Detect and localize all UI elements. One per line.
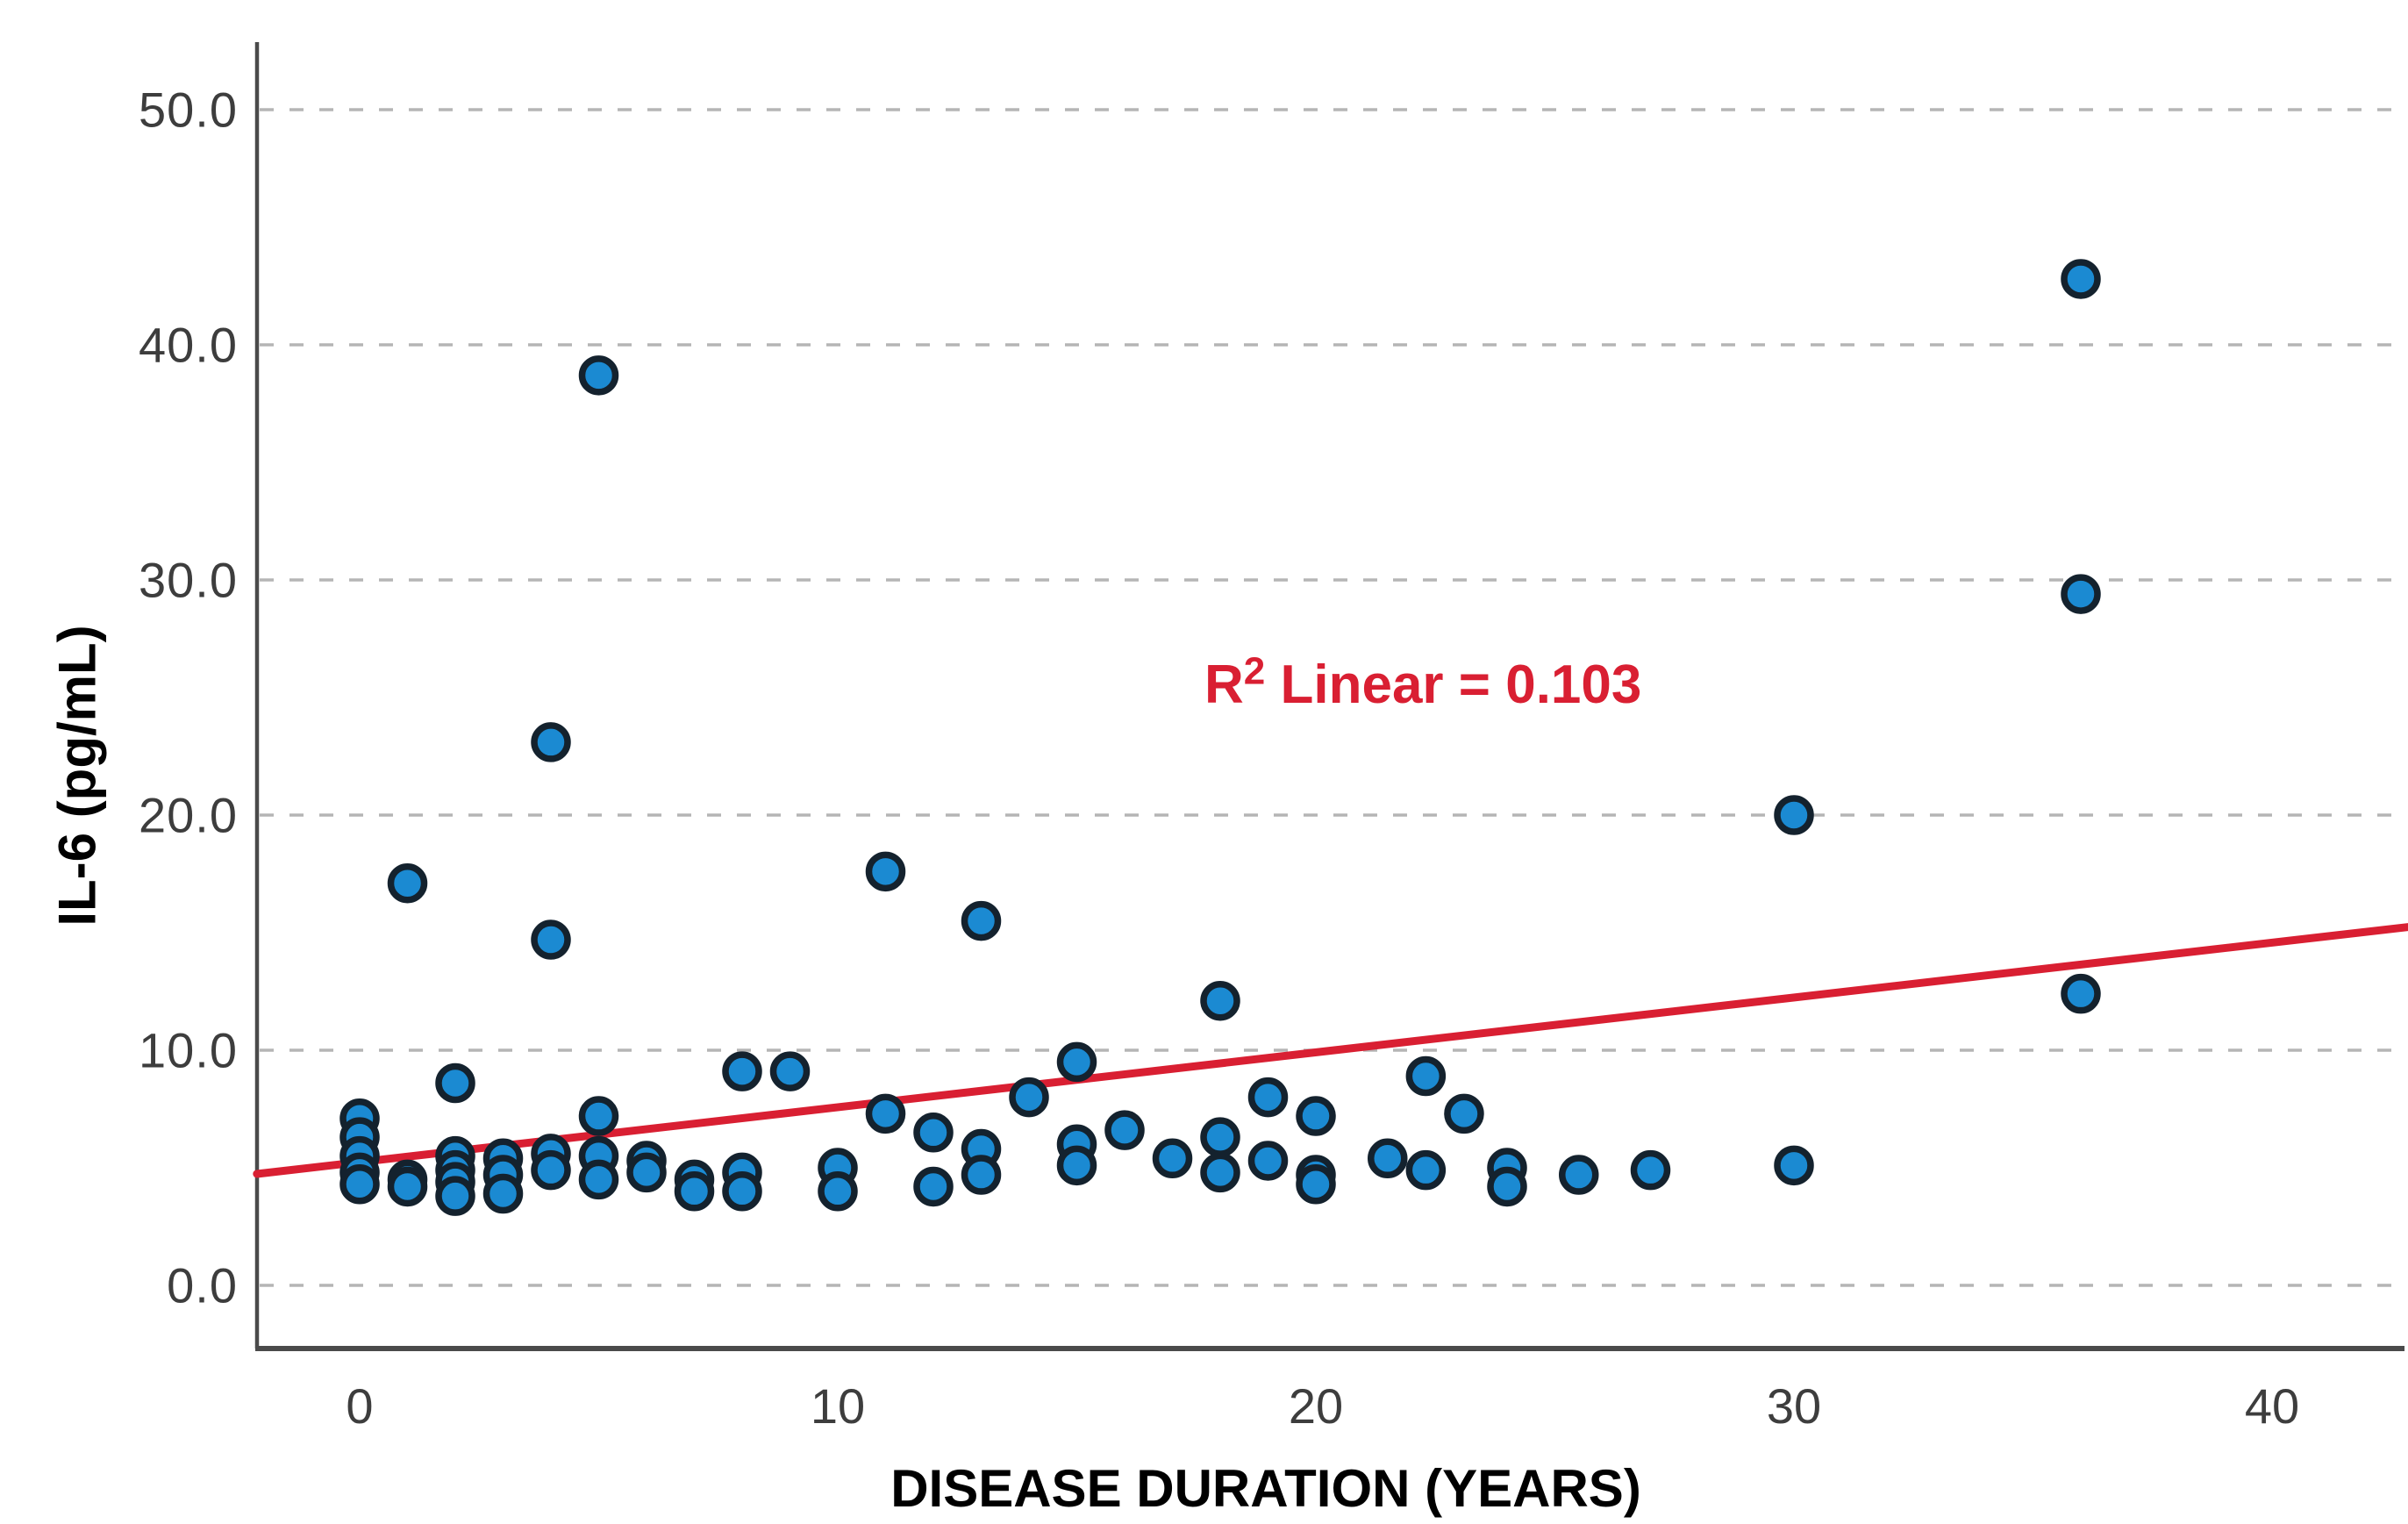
data-point — [1296, 1164, 1336, 1205]
x-axis-title: DISEASE DURATION (YEARS) — [890, 1459, 1641, 1518]
data-point — [1296, 1096, 1336, 1136]
axis-lines — [254, 42, 2404, 1351]
data-point — [1056, 1145, 1097, 1186]
x-tick-label: 10 — [810, 1378, 866, 1434]
data-point — [1152, 1138, 1193, 1179]
data-point — [387, 862, 428, 904]
data-point — [865, 851, 906, 892]
y-tick-label: 30.0 — [139, 552, 238, 608]
r-squared-exponent: 2 — [1243, 649, 1266, 693]
data-point — [1200, 980, 1240, 1021]
data-point — [1056, 1041, 1097, 1083]
data-point — [339, 1164, 380, 1205]
data-point — [2061, 259, 2101, 299]
data-point — [722, 1051, 762, 1091]
data-point — [1487, 1166, 1527, 1207]
data-point — [961, 900, 1002, 941]
x-tick-label: 0 — [346, 1378, 374, 1434]
y-axis-title: IL-6 (pg/mL) — [47, 625, 107, 927]
data-point — [1774, 795, 1814, 835]
data-point — [1368, 1138, 1408, 1179]
data-point — [578, 1159, 619, 1200]
data-point — [435, 1176, 475, 1216]
data-point — [1247, 1141, 1289, 1181]
data-point — [531, 1149, 571, 1191]
data-point — [531, 919, 571, 960]
data-point — [961, 1155, 1002, 1195]
data-point — [1444, 1093, 1484, 1134]
data-point — [913, 1113, 954, 1153]
data-point — [435, 1063, 475, 1104]
data-point — [913, 1166, 954, 1207]
regression-line-group — [253, 923, 2408, 1178]
data-point — [674, 1171, 715, 1212]
data-point — [2061, 574, 2101, 614]
data-point — [1200, 1117, 1240, 1157]
y-tick-label: 10.0 — [139, 1022, 238, 1078]
regression-line — [253, 923, 2408, 1178]
y-tick-label: 50.0 — [139, 82, 238, 138]
r-squared-annotation: R2 Linear = 0.103 — [1204, 652, 1642, 716]
data-point — [531, 722, 571, 762]
data-point — [1247, 1077, 1289, 1118]
data-point — [1200, 1152, 1240, 1193]
data-point — [1405, 1055, 1447, 1097]
y-tick-label: 40.0 — [139, 317, 238, 373]
data-points — [339, 259, 2101, 1216]
data-point — [1559, 1155, 1599, 1195]
data-point — [769, 1051, 811, 1091]
data-point — [1104, 1110, 1145, 1150]
r-squared-base: R — [1204, 655, 1244, 715]
data-point — [1774, 1145, 1814, 1186]
x-tick-label: 20 — [1288, 1378, 1344, 1434]
x-tick-label: 40 — [2244, 1378, 2300, 1434]
y-tick-label: 20.0 — [139, 787, 238, 843]
data-point — [482, 1173, 524, 1214]
x-tick-label: 30 — [1766, 1378, 1822, 1434]
data-point — [2061, 973, 2101, 1014]
data-point — [626, 1152, 667, 1193]
data-point — [387, 1166, 428, 1207]
data-point — [1405, 1149, 1447, 1191]
data-point — [722, 1171, 762, 1212]
y-tick-label: 0.0 — [167, 1257, 238, 1313]
data-point — [818, 1171, 858, 1212]
data-point — [865, 1093, 906, 1134]
data-point — [1009, 1077, 1049, 1118]
data-point — [578, 1096, 619, 1136]
r-squared-value-text: Linear = 0.103 — [1265, 655, 1642, 715]
data-point — [578, 355, 619, 396]
data-point — [1630, 1149, 1671, 1191]
